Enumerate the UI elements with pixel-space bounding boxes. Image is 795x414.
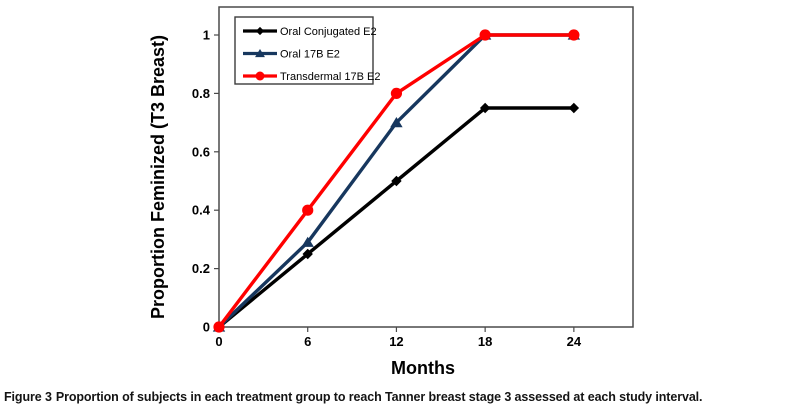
y-tick-label: 0	[203, 320, 210, 335]
legend-item-label: Transdermal 17B E2	[280, 71, 380, 83]
legend-item-label: Oral Conjugated E2	[280, 26, 377, 38]
circle-marker	[390, 87, 403, 99]
legend: Oral Conjugated E2 Oral 17B E2 Transdermal…	[234, 16, 380, 85]
x-tick-label: 0	[215, 334, 222, 349]
y-tick-label: 1	[203, 28, 210, 43]
y-tick-label: 0.2	[192, 261, 210, 276]
legend-item-label: Oral 17B E2	[280, 49, 340, 61]
circle-marker	[302, 204, 314, 216]
line-chart-canvas: 0 0.2 0.4 0.6 0.8 1 0 6 12 18 24 Months Proportion F…	[148, 6, 634, 378]
triangle-marker	[255, 49, 265, 58]
x-tick-label: 12	[389, 334, 403, 349]
circle-marker	[479, 29, 491, 41]
legend-item-oral-conjugated-e2: Oral Conjugated E2	[243, 26, 377, 38]
legend-item-oral-17b-e2: Oral 17B E2	[243, 49, 340, 61]
circle-marker	[213, 321, 225, 333]
diamond-marker	[479, 102, 491, 114]
x-axis-label: Months	[391, 358, 455, 378]
diamond-marker	[255, 26, 265, 36]
circle-marker	[255, 71, 265, 81]
diamond-marker	[302, 248, 313, 260]
x-tick-label: 24	[567, 334, 582, 349]
x-tick-label: 6	[304, 334, 311, 349]
y-tick-label: 0.8	[192, 86, 210, 101]
y-axis-label: Proportion Feminized (T3 Breast)	[148, 35, 168, 319]
diamond-marker	[568, 102, 580, 114]
y-tick-label: 0.6	[192, 144, 210, 159]
legend-item-transdermal-17b-e2: Transdermal 17B E2	[243, 71, 380, 83]
circle-marker	[568, 29, 580, 41]
triangle-marker	[301, 236, 314, 247]
triangle-marker	[390, 117, 403, 128]
figure-caption-text: Proportion of subjects in each treatment…	[55, 390, 703, 404]
y-tick-label: 0.4	[192, 203, 211, 218]
diamond-marker	[391, 175, 402, 187]
figure-caption-label: Figure 3	[4, 390, 52, 404]
series-transdermal-17b-e2	[213, 29, 580, 333]
x-tick-label: 18	[478, 334, 492, 349]
figure-caption: Figure 3 Proportion of subjects in each t…	[4, 389, 792, 405]
